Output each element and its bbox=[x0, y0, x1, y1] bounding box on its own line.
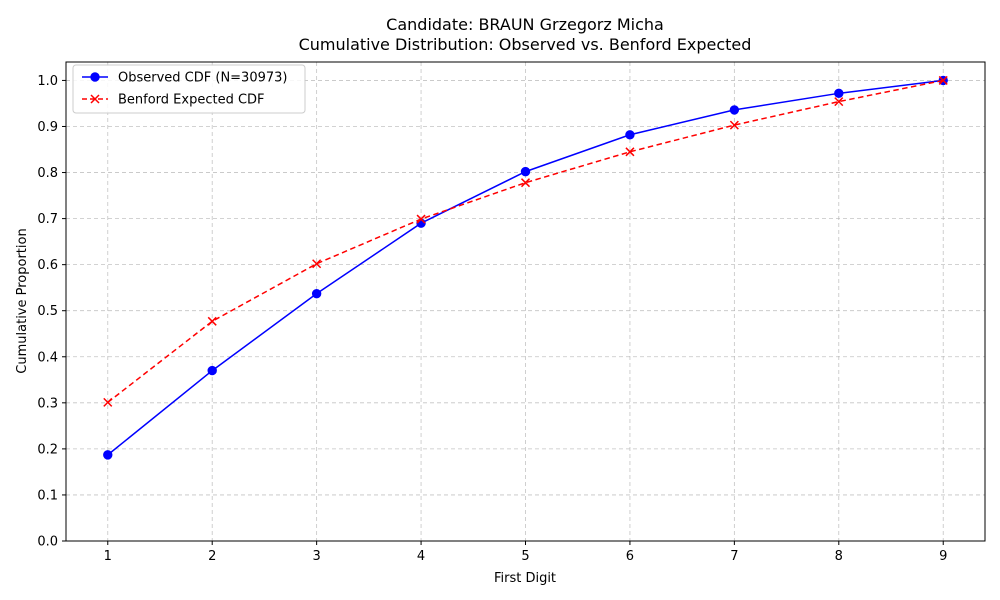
x-axis-label: First Digit bbox=[494, 571, 556, 586]
legend-label-benford: Benford Expected CDF bbox=[118, 93, 265, 108]
x-tick-label: 8 bbox=[835, 549, 843, 564]
data-point bbox=[625, 130, 635, 140]
y-tick-label: 0.3 bbox=[37, 396, 58, 411]
data-point bbox=[312, 259, 322, 269]
axes: 1 2 3 4 5 6 7 8 9 0.0 0.1 0.2 0.3 0.4 0.5 0.6 0.7 0.8 0.9 1… bbox=[37, 61, 986, 564]
data-point bbox=[207, 316, 217, 326]
y-tick-label: 0.2 bbox=[37, 442, 58, 457]
y-tick-label: 0.7 bbox=[37, 212, 58, 227]
chart-title-line2: Cumulative Distribution: Observed vs. Be… bbox=[299, 35, 752, 54]
data-point bbox=[520, 166, 531, 177]
legend: Observed CDF (N=30973) Benford Expected … bbox=[72, 64, 306, 114]
y-tick-label: 0.8 bbox=[37, 166, 58, 181]
y-axis-label: Cumulative Proportion bbox=[15, 228, 30, 373]
y-tick-label: 1.0 bbox=[37, 74, 58, 89]
legend-frame bbox=[72, 64, 306, 114]
y-tick-label: 0.9 bbox=[37, 120, 58, 135]
y-tick-label: 0.5 bbox=[37, 304, 58, 319]
y-tick-label: 0.6 bbox=[37, 258, 58, 273]
x-tick-label: 2 bbox=[208, 549, 216, 564]
data-point bbox=[416, 214, 426, 224]
data-point bbox=[520, 178, 531, 188]
x-tick-label: 3 bbox=[312, 549, 320, 564]
chart-title-line1: Candidate: BRAUN Grzegorz Micha bbox=[386, 15, 664, 34]
x-tick-label: 4 bbox=[417, 549, 425, 564]
legend-marker-observed bbox=[90, 72, 100, 82]
legend-label-observed: Observed CDF (N=30973) bbox=[118, 71, 288, 86]
series-1 bbox=[103, 75, 948, 407]
data-point bbox=[834, 88, 844, 99]
data-point bbox=[207, 365, 217, 376]
grid-lines bbox=[66, 62, 985, 542]
y-tick-label: 0.1 bbox=[37, 488, 58, 503]
data-point bbox=[311, 288, 322, 299]
data-point bbox=[103, 450, 113, 460]
x-tick-label: 7 bbox=[730, 549, 738, 564]
data-point bbox=[834, 97, 844, 107]
x-tick-label: 9 bbox=[939, 549, 947, 564]
series-layer bbox=[103, 75, 948, 460]
data-point bbox=[103, 397, 113, 407]
data-point bbox=[625, 147, 635, 157]
data-point bbox=[729, 120, 739, 130]
y-tick-label: 0.0 bbox=[37, 535, 58, 550]
series-line bbox=[107, 79, 944, 403]
x-tick-label: 5 bbox=[521, 549, 529, 564]
x-tick-label: 6 bbox=[626, 549, 634, 564]
data-point bbox=[938, 75, 948, 85]
legend-marker-benford bbox=[90, 94, 100, 104]
y-tick-label: 0.4 bbox=[37, 350, 58, 365]
x-tick-label: 1 bbox=[104, 549, 112, 564]
data-point bbox=[729, 105, 740, 115]
